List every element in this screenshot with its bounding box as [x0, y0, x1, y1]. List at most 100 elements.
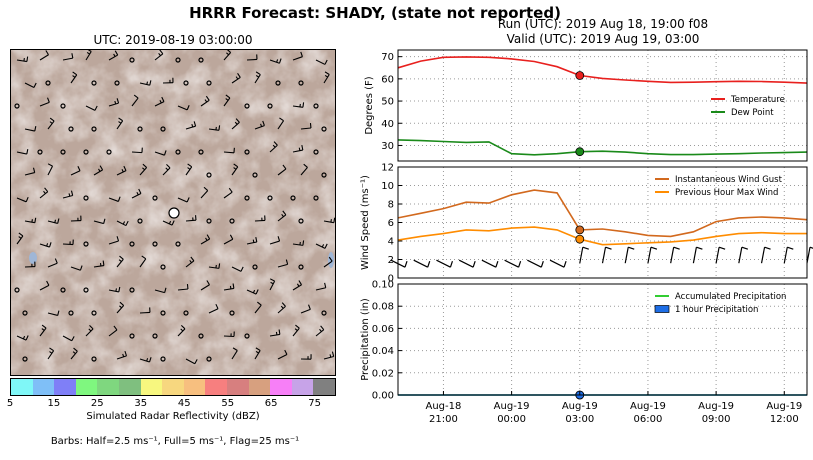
barb-tick: [255, 71, 261, 76]
barb-staff: [16, 235, 24, 245]
calm-circle: [160, 126, 166, 132]
barb-staff: [177, 197, 188, 203]
barb-staff: [254, 125, 265, 130]
barb-staff: [277, 305, 286, 314]
lake: [29, 252, 37, 264]
calm-circle: [313, 195, 319, 201]
barb-staff: [300, 127, 312, 130]
barb-staff: [131, 193, 142, 199]
barb-tick: [168, 220, 172, 225]
calm-circle: [22, 310, 28, 316]
barb-staff: [292, 56, 303, 61]
barb-tick: [191, 123, 194, 128]
calm-circle: [321, 310, 327, 316]
barb-tick: [73, 347, 78, 352]
barb-staff: [93, 265, 104, 268]
barb-tick: [46, 243, 49, 247]
barb-staff: [323, 220, 334, 224]
barb-tick: [226, 52, 230, 56]
barb-staff: [200, 284, 210, 291]
barb-tick: [205, 95, 210, 101]
barb-tick: [146, 81, 149, 85]
barb-tick: [194, 359, 198, 364]
barb-staff: [139, 82, 150, 86]
barb-staff: [601, 247, 607, 264]
barb-tick: [77, 165, 81, 171]
calm-circle: [37, 149, 43, 155]
barb-tick: [57, 310, 60, 316]
barb-staff: [292, 105, 303, 108]
barb-staff: [223, 238, 234, 245]
calm-circle: [252, 172, 258, 178]
calm-circle: [114, 80, 120, 86]
valid-line: Valid (UTC): 2019 Aug 19, 03:00: [506, 32, 700, 46]
barb-staff: [85, 51, 92, 61]
barb-tick: [124, 350, 128, 357]
barb-staff: [277, 354, 288, 360]
colorbar-tick-label: 55: [221, 398, 235, 409]
colorbar-swatch: [183, 379, 206, 395]
x-tick-label-date: Aug-19: [630, 401, 666, 412]
barb-tick: [57, 218, 60, 224]
calm-circle: [298, 80, 304, 86]
calm-circle: [229, 310, 235, 316]
barb-staff: [254, 74, 261, 84]
barb-staff: [70, 74, 78, 84]
barb-tick: [171, 220, 175, 226]
barb-tick: [255, 350, 259, 354]
barb-tick: [295, 324, 300, 329]
barb-tick: [741, 246, 749, 250]
barb-tick: [44, 187, 49, 193]
barb-staff: [200, 190, 209, 199]
barb-staff: [177, 105, 188, 111]
current-time-marker: [575, 234, 585, 244]
barb-tick: [43, 190, 46, 194]
barb-tick: [119, 255, 124, 260]
barb-tick: [234, 121, 238, 125]
barb-staff: [504, 259, 519, 268]
x-tick-label-date: Aug-19: [494, 401, 530, 412]
radar-map: [10, 49, 336, 376]
barb-tick: [273, 141, 278, 146]
y-tick-label: 10: [381, 181, 394, 192]
barb-staff: [315, 243, 326, 249]
barb-tick: [255, 289, 259, 295]
barb-staff: [116, 305, 125, 314]
barb-tick: [116, 98, 120, 104]
calm-circle: [152, 195, 158, 201]
barb-tick: [54, 258, 58, 264]
barb-tick: [262, 120, 265, 126]
barb-staff: [670, 247, 675, 264]
station-marker: [168, 207, 180, 219]
barb-tick: [320, 325, 325, 331]
barb-staff: [223, 191, 233, 199]
barb-staff: [231, 266, 242, 272]
barb-staff: [108, 240, 119, 245]
barb-staff: [47, 262, 58, 268]
barb-tick: [605, 246, 612, 250]
barb-tick: [146, 358, 149, 362]
barb-tick: [114, 50, 119, 56]
barb-staff: [200, 99, 210, 107]
y-axis-label: Precipitation (in): [360, 298, 371, 381]
barb-tick: [46, 97, 50, 103]
barb-tick: [281, 302, 286, 307]
colorbar-swatch: [291, 379, 314, 395]
barb-tick: [166, 163, 171, 169]
barb-tick: [72, 71, 78, 76]
barb-staff: [323, 74, 330, 84]
barb-tick: [187, 167, 191, 170]
series-line: [397, 189, 808, 238]
barb-tick: [281, 213, 284, 218]
barb-staff: [315, 329, 325, 337]
barb-tick: [204, 99, 208, 103]
barb-tick: [270, 281, 274, 285]
barb-tick: [118, 121, 122, 124]
current-time-marker: [575, 225, 585, 235]
calm-circle: [175, 241, 181, 247]
barb-tick: [324, 71, 330, 75]
barb-tick: [149, 357, 152, 363]
barb-staff: [93, 169, 103, 176]
colorbar-swatch: [313, 379, 335, 395]
x-tick-label-time: 06:00: [634, 414, 663, 425]
